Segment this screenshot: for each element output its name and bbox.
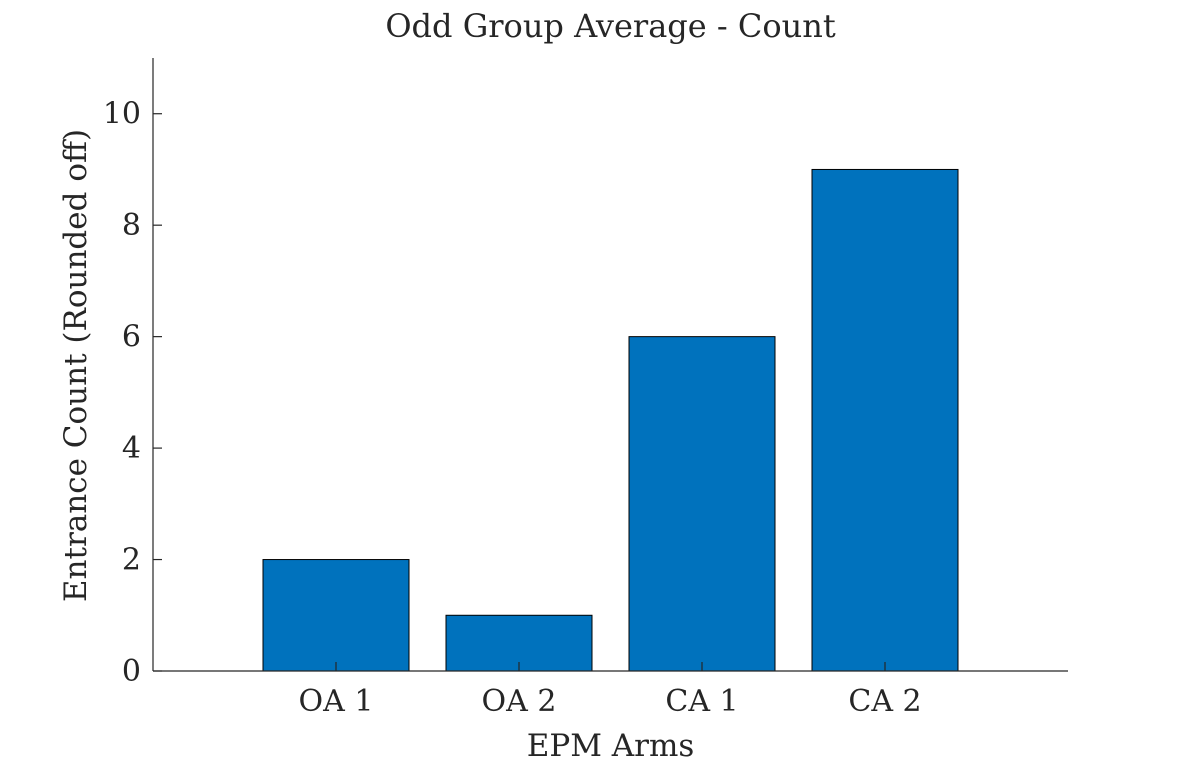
y-tick-label: 6 <box>122 320 141 355</box>
y-axis-label: Entrance Count (Rounded off) <box>58 129 94 602</box>
x-tick-label: OA 2 <box>482 684 557 719</box>
axes-layer <box>152 58 1068 672</box>
bar-ca-2 <box>811 168 959 672</box>
y-ticks: 0 2 4 6 8 10 <box>103 97 162 689</box>
bar-oa-1 <box>262 559 410 672</box>
x-tick-label: OA 1 <box>299 684 374 719</box>
x-tick-label: CA 2 <box>848 684 921 719</box>
chart-title: Odd Group Average - Count <box>385 7 836 45</box>
bars-layer <box>262 168 959 672</box>
x-tick-label: CA 1 <box>665 684 738 719</box>
y-tick-label: 4 <box>122 431 141 466</box>
x-ticks: OA 1 OA 2 CA 1 CA 2 <box>299 662 922 719</box>
bar-oa-2 <box>445 614 593 672</box>
bar-ca-1 <box>628 336 776 672</box>
y-tick-label: 2 <box>122 543 141 578</box>
y-tick-label: 0 <box>122 654 141 689</box>
x-axis-label: EPM Arms <box>527 728 695 764</box>
y-tick-label: 8 <box>122 208 141 243</box>
y-tick-label: 10 <box>103 97 141 132</box>
